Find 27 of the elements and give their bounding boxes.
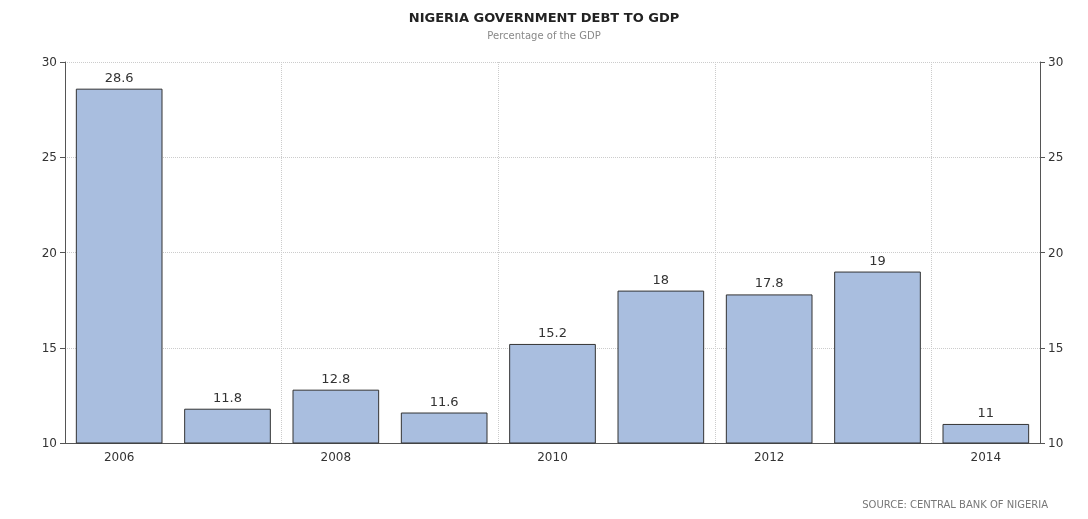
y2-tick-label: 20 <box>1048 245 1064 260</box>
x-tick-label: 2012 <box>753 450 785 464</box>
y2-tick-label: 10 <box>1048 436 1064 450</box>
data-label: 11.6 <box>429 393 459 409</box>
x-tick-label: 2008 <box>320 450 352 464</box>
y-tick-label: 10 <box>41 436 57 450</box>
y2-tick-label: 30 <box>1048 55 1064 69</box>
data-label: 19 <box>869 252 886 268</box>
y-tick-label: 20 <box>41 245 57 260</box>
x-tick-label: 2014 <box>970 450 1002 464</box>
data-label: 15.2 <box>538 324 567 340</box>
y-tick-label: 15 <box>41 340 57 355</box>
data-label: 11 <box>977 404 995 420</box>
x-tick-label: 2010 <box>537 450 568 464</box>
y-tick-label: 25 <box>41 150 57 165</box>
chart-subtitle: Percentage of the GDP <box>487 29 601 41</box>
data-label: 11.8 <box>213 389 242 405</box>
data-label: 12.8 <box>321 370 351 386</box>
chart-title: NIGERIA GOVERNMENT DEBT TO GDP <box>408 10 680 25</box>
y-tick-label: 30 <box>41 55 57 69</box>
x-tick-label: 2006 <box>103 450 135 464</box>
data-label: 17.8 <box>754 275 784 291</box>
source-note: SOURCE: CENTRAL BANK OF NIGERIA <box>862 498 1049 510</box>
data-label: 18 <box>652 271 670 287</box>
y2-tick-label: 15 <box>1048 340 1064 355</box>
data-label: 28.6 <box>104 69 134 85</box>
y2-tick-label: 25 <box>1048 150 1064 165</box>
